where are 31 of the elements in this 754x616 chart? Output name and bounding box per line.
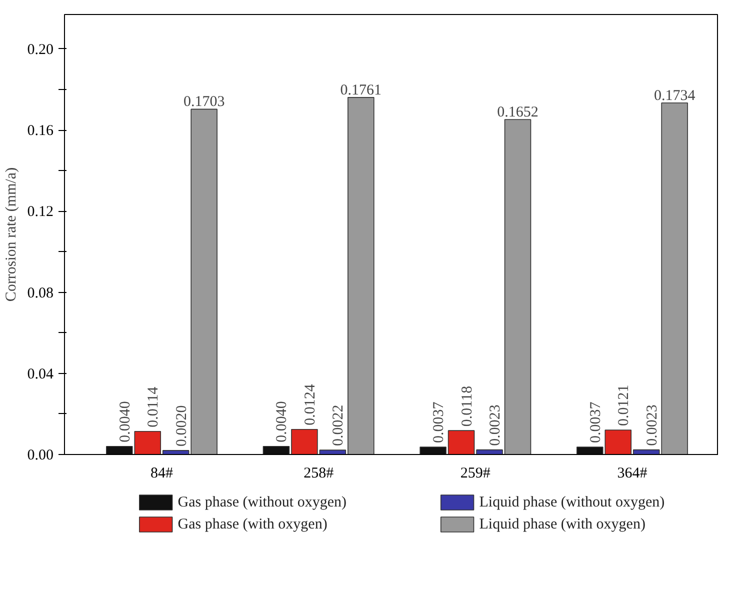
data-label: 0.0023 [644,404,660,446]
y-tick-label: 0.16 [27,123,54,140]
legend-label: Liquid phase (without oxygen) [479,494,665,510]
y-tick-label: 0.20 [27,42,54,58]
y-tick-label: 0.04 [27,366,54,382]
data-label: 0.0020 [174,405,190,446]
y-axis-title: Corrosion rate (mm/a) [3,167,20,302]
legend-label: Gas phase (without oxygen) [178,494,346,510]
data-label: 0.1703 [183,94,225,110]
data-label: 0.1734 [654,88,696,104]
x-tick-label: 258# [304,466,334,482]
y-tick-label: 0.00 [27,448,54,464]
y-tick-label: 0.08 [27,285,54,302]
data-label: 0.0040 [117,401,134,442]
legend-label: Gas phase (with oxygen) [178,516,328,532]
data-label: 0.0037 [588,401,604,443]
data-label: 0.1761 [340,82,382,98]
data-label: 0.0037 [431,401,448,443]
data-label: 0.0023 [488,404,504,446]
y-tick-label: 0.12 [27,204,54,220]
x-tick-label: 84# [150,466,174,482]
x-tick-label: 259# [460,466,491,482]
data-label: 0.1652 [497,104,538,121]
data-label: 0.0118 [459,386,476,427]
data-label: 0.0121 [616,384,632,426]
x-tick-label: 364# [617,466,648,482]
data-label: 0.0022 [330,404,347,446]
data-label: 0.0124 [302,384,318,426]
legend-label: Liquid phase (with oxygen) [479,516,646,532]
data-label: 0.0114 [146,386,162,428]
data-label: 0.0040 [274,401,290,442]
